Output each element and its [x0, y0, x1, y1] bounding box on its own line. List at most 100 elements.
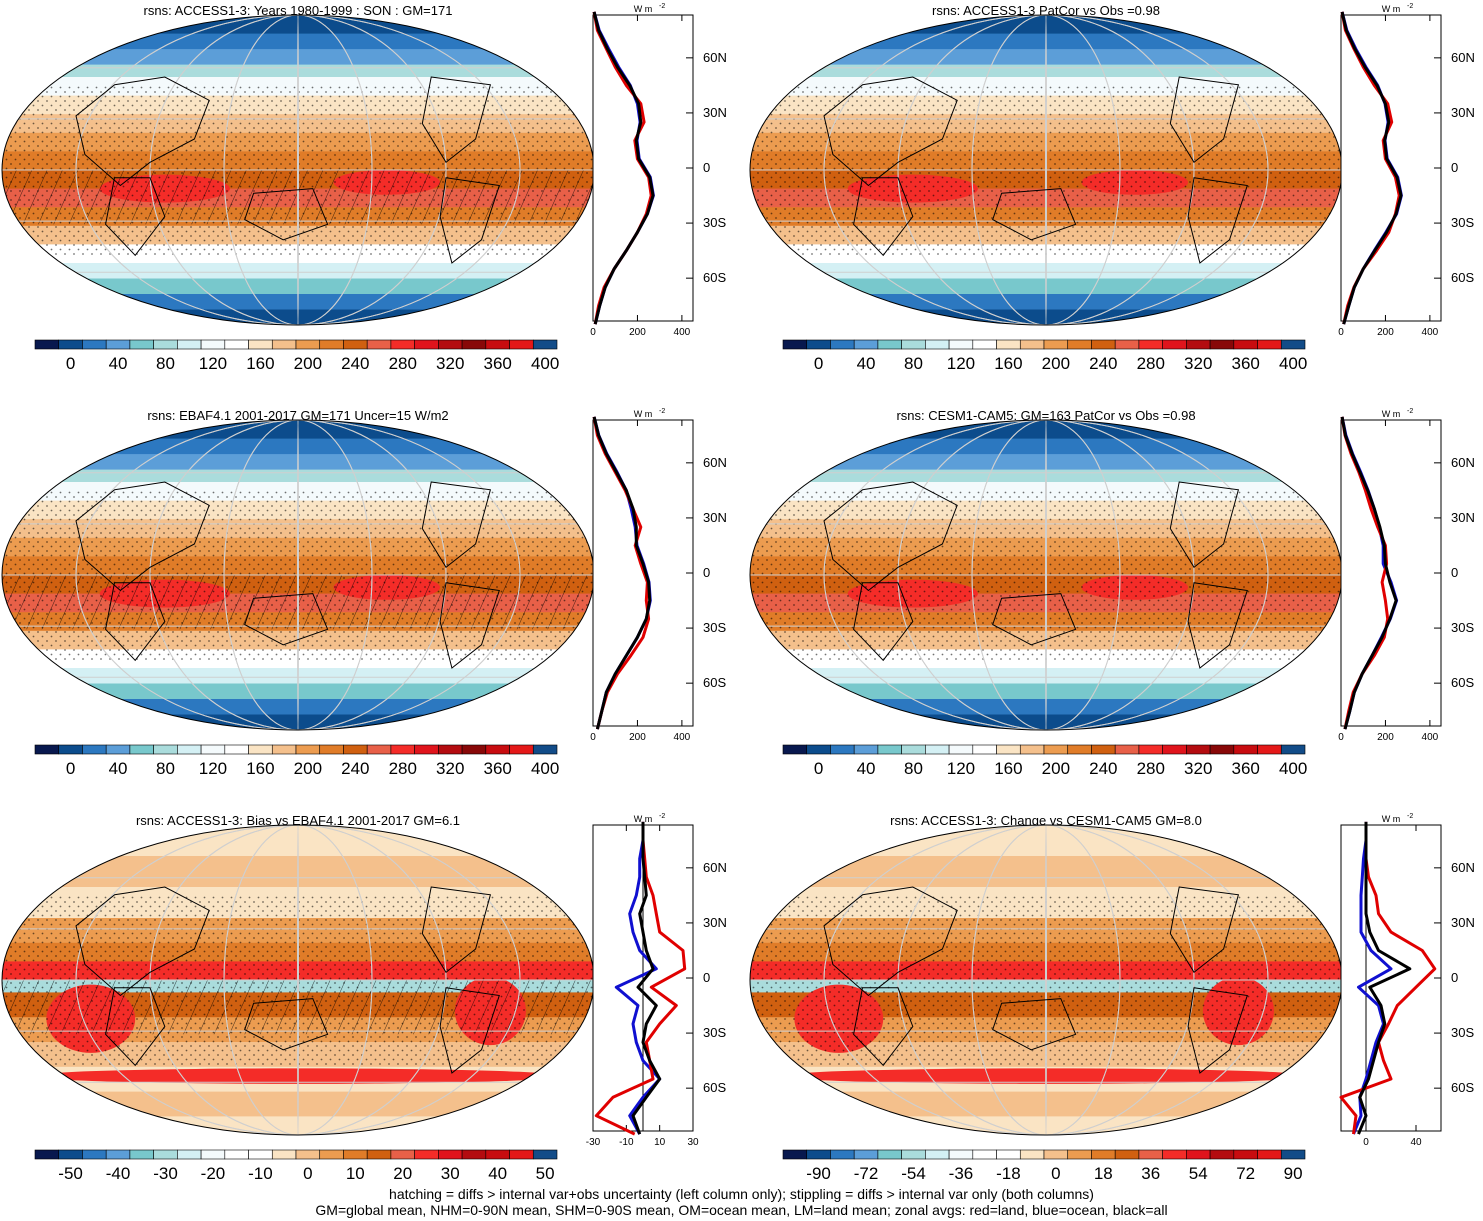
colorbar-tick-label: 320	[1184, 759, 1212, 778]
colorbar-tick-label: -20	[201, 1164, 226, 1183]
profile-xtick-label: 400	[674, 732, 691, 743]
profile-lat-label: 0	[1451, 160, 1458, 175]
graticule-meridian	[297, 15, 299, 325]
colorbar-tick-label: 80	[156, 759, 175, 778]
continent-outline	[992, 188, 1077, 241]
profile-series-all	[592, 416, 652, 730]
colorbar-box	[82, 1149, 107, 1160]
colorbar-box	[1162, 1149, 1187, 1160]
colorbar-tick-label: -72	[854, 1164, 879, 1183]
profile-lat-label: 30S	[1451, 1025, 1474, 1040]
colorbar-box	[438, 1149, 463, 1160]
profile-xtick-label: 0	[1363, 1137, 1369, 1148]
profile-lat-label: 60N	[1451, 50, 1475, 65]
graticule-meridian	[223, 15, 373, 325]
profile-xtick-label: 400	[1422, 327, 1439, 338]
colorbar-tick-label: 40	[109, 759, 128, 778]
colorbar-tick-label: 280	[1137, 354, 1165, 373]
colorbar-box	[782, 339, 808, 350]
colorbar-box	[901, 744, 926, 755]
colorbar-box	[295, 1149, 321, 1160]
profile-lat-label: 60S	[1451, 675, 1474, 690]
graticule-meridian	[1045, 420, 1047, 730]
colorbar-box	[948, 744, 974, 755]
colorbar-box	[830, 1149, 855, 1160]
profile-unit-label: W m	[634, 814, 653, 824]
continent-outline	[992, 998, 1077, 1051]
colorbar-box	[901, 339, 926, 350]
colorbar-box	[1209, 1149, 1235, 1160]
profile-series-land	[1339, 821, 1437, 1135]
colorbar-tick-label: 200	[294, 759, 322, 778]
colorbar-box	[996, 339, 1021, 350]
colorbar-box	[1257, 1149, 1282, 1160]
continent-outline	[105, 582, 166, 662]
colorbar-tick-label: 120	[199, 354, 227, 373]
colorbar-tick-label: 240	[1089, 759, 1117, 778]
colorbar-box	[153, 1149, 178, 1160]
colorbar-box	[806, 744, 831, 755]
colorbar-box	[390, 339, 415, 350]
profile-xtick-label: 0	[590, 732, 596, 743]
colorbar-tick-label: 0	[814, 354, 823, 373]
profile-frame	[592, 14, 694, 322]
colorbar-box	[1186, 744, 1211, 755]
profile-lat-label: 30N	[1451, 105, 1475, 120]
colorbar-box	[271, 744, 297, 755]
colorbar-box	[1114, 744, 1140, 755]
colorbar-box	[925, 1149, 950, 1160]
colorbar-box	[1067, 1149, 1092, 1160]
graticule-meridian	[223, 420, 373, 730]
colorbar-tick-label: 320	[436, 354, 464, 373]
colorbar-tick-label: 320	[1184, 354, 1212, 373]
colorbar-tick-label: 0	[1051, 1164, 1060, 1183]
colorbar-box	[1280, 744, 1306, 755]
graticule-meridian	[149, 420, 447, 730]
map-field	[750, 825, 1342, 1135]
colorbar-tick-label: -40	[106, 1164, 131, 1183]
profile-lat-label: 0	[703, 160, 710, 175]
colorbar-box	[105, 339, 131, 350]
colorbar-box	[1043, 339, 1069, 350]
colorbar-box	[925, 744, 950, 755]
colorbar-box	[948, 339, 974, 350]
continent-outline	[105, 177, 166, 257]
profile-lat-label: 30N	[703, 915, 727, 930]
colorbar-tick-label: 160	[994, 759, 1022, 778]
colorbar-box	[390, 744, 415, 755]
colorbar-tick-label: 360	[1231, 354, 1259, 373]
profile-unit-exponent: -2	[1407, 408, 1413, 415]
continent-outline	[439, 582, 500, 669]
profile-lat-label: 60S	[703, 1080, 726, 1095]
continent-outline	[1187, 987, 1248, 1074]
colorbar-box	[1209, 744, 1235, 755]
colorbar-box	[830, 744, 855, 755]
profile-xtick-label: 400	[674, 327, 691, 338]
colorbar-tick-label: 360	[483, 354, 511, 373]
panel-title: rsns: ACCESS1-3 PatCor vs Obs =0.98	[932, 3, 1160, 18]
colorbar-tick-label: 40	[109, 354, 128, 373]
profile-series-all	[592, 11, 655, 325]
colorbar-tick-label: 400	[531, 759, 559, 778]
colorbar-box	[485, 339, 510, 350]
profile-lat-label: 30N	[1451, 915, 1475, 930]
graticule-meridian	[149, 15, 447, 325]
colorbar-tick-label: -36	[949, 1164, 974, 1183]
profile-xtick-label: 30	[687, 1137, 699, 1148]
colorbar-box	[782, 1149, 808, 1160]
colorbar-box	[1257, 744, 1282, 755]
colorbar-box	[1067, 744, 1092, 755]
profile-lat-label: 30S	[703, 620, 726, 635]
colorbar-box	[1162, 339, 1187, 350]
profile-series-all	[631, 821, 662, 1135]
profile-lat-label: 60S	[1451, 1080, 1474, 1095]
profile-lat-label: 60S	[1451, 270, 1474, 285]
colorbar-box	[532, 339, 558, 350]
colorbar-box	[1233, 744, 1258, 755]
colorbar-box	[1019, 339, 1045, 350]
profile-xtick-label: 200	[629, 732, 646, 743]
colorbar-box	[82, 339, 107, 350]
colorbar-tick-label: 10	[346, 1164, 365, 1183]
profile-xtick-label: 10	[654, 1137, 666, 1148]
colorbar-box	[1186, 1149, 1211, 1160]
